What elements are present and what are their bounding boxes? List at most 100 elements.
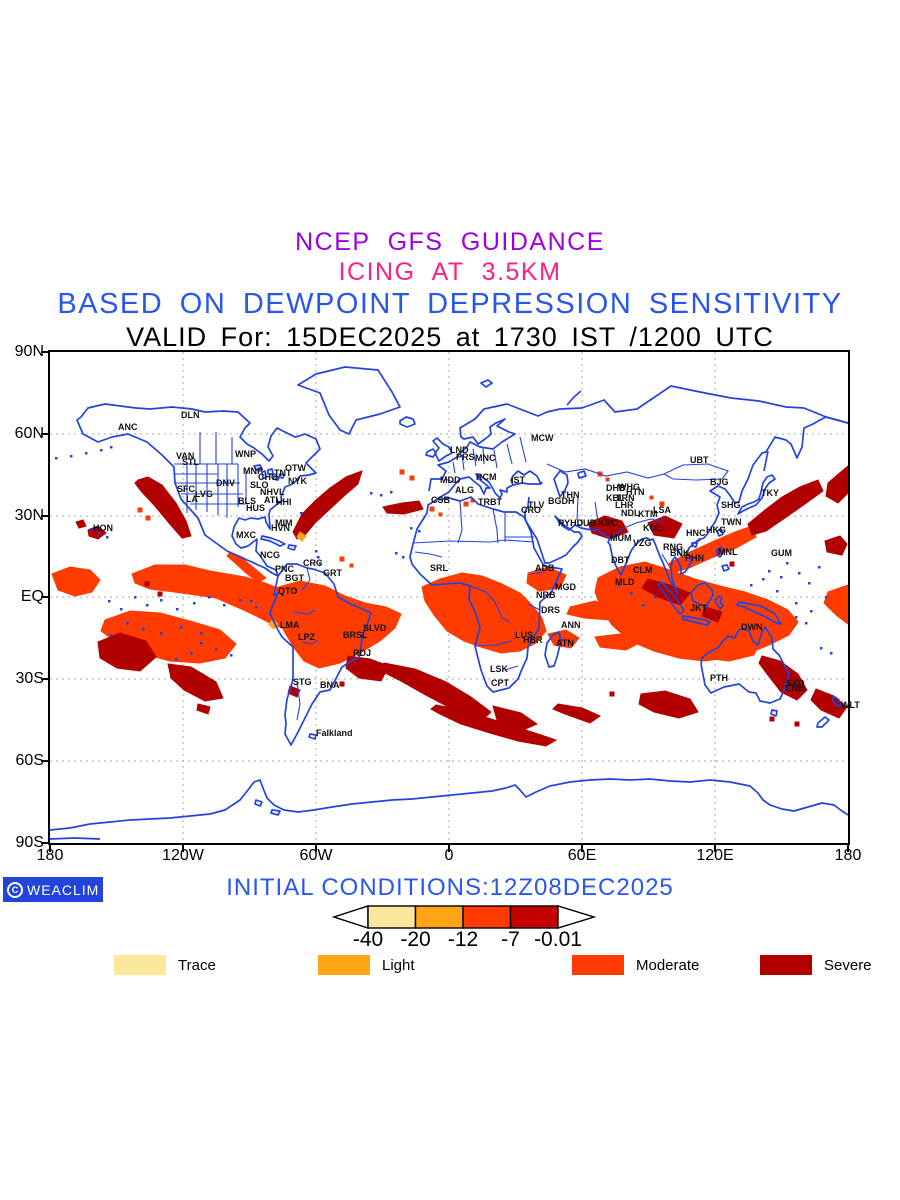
station-label: ATN <box>556 638 574 648</box>
station-label: THN <box>561 490 580 500</box>
station-label: PNC <box>275 564 295 574</box>
station-label: TNT <box>274 468 292 478</box>
station-label: NDL <box>621 508 640 518</box>
station-label: STG <box>293 677 312 687</box>
icing-light-regions <box>268 531 307 630</box>
station-label: BNK <box>670 548 690 558</box>
initial-conditions-text: INITIAL CONDITIONS:12Z08DEC2025 <box>226 874 674 901</box>
y-axis-label: 30S <box>15 670 44 687</box>
y-axis-tick <box>41 515 50 517</box>
title-method: BASED ON DEWPOINT DEPRESSION SENSITIVITY <box>57 288 843 320</box>
station-label: SRL <box>430 563 448 573</box>
station-label: RCM <box>476 472 497 482</box>
station-label: LUS <box>515 630 533 640</box>
station-label: DRS <box>541 605 561 615</box>
station-label: SYD <box>786 678 805 688</box>
x-axis-label: 180 <box>36 847 64 864</box>
station-label: TWN <box>721 517 742 527</box>
x-axis-label: 60W <box>299 847 333 864</box>
colorbar <box>331 904 598 935</box>
legend-swatch <box>114 955 166 975</box>
colorbar-left-arrow <box>331 905 369 929</box>
station-label: MGD <box>555 582 576 592</box>
station-label: WLT <box>841 700 860 710</box>
station-label: STL <box>182 457 199 467</box>
legend-label: Moderate <box>636 957 700 974</box>
y-axis-tick <box>41 760 50 762</box>
x-axis-label: 120E <box>696 847 734 864</box>
x-axis-tick <box>182 844 184 852</box>
station-label: JKT <box>690 603 708 613</box>
station-label: MNP <box>243 466 263 476</box>
station-label: LSA <box>653 505 671 515</box>
y-axis-tick <box>41 842 50 844</box>
title-product: ICING AT 3.5KM <box>338 258 562 286</box>
station-label: MCW <box>531 433 554 443</box>
station-label: TRN <box>616 493 635 503</box>
station-label: NYK <box>288 476 308 486</box>
station-label: NCG <box>260 550 280 560</box>
x-axis-tick <box>315 844 317 852</box>
y-axis-label: 90S <box>15 834 44 851</box>
y-axis-tick <box>41 596 50 598</box>
colorbar-cell <box>509 905 559 929</box>
station-label: KRC <box>598 518 618 528</box>
station-label: CLM <box>633 565 653 575</box>
station-label: DWN <box>741 622 763 632</box>
station-label: CNB <box>785 683 805 693</box>
legend-swatch <box>572 955 624 975</box>
station-label: BGT <box>285 573 304 583</box>
colorbar-value-label: -12 <box>447 928 479 951</box>
y-axis-label: 60S <box>15 752 44 769</box>
station-label: LND <box>450 445 469 455</box>
station-label: BGDH <box>548 496 575 506</box>
station-label: DHB <box>606 483 626 493</box>
station-label: SHG <box>721 500 741 510</box>
station-label: NRB <box>536 590 556 600</box>
station-label: HVN <box>271 523 291 533</box>
station-label: HUS <box>246 503 266 513</box>
station-label: DLN <box>181 410 200 420</box>
station-label: LMA <box>280 620 300 630</box>
x-axis-tick <box>847 844 849 852</box>
colorbar-cell <box>367 905 417 929</box>
station-label: HON <box>93 523 113 533</box>
legend-label: Trace <box>178 957 216 974</box>
station-label: RNG <box>663 542 683 552</box>
station-label: SLVD <box>363 623 387 633</box>
station-label: LPZ <box>298 632 315 642</box>
station-label: VAN <box>176 451 195 461</box>
colorbar-cell <box>462 905 512 929</box>
colorbar-value-label: -7 <box>501 928 520 951</box>
colorbar-value-label: -40 <box>352 928 384 951</box>
weaclim-logo: C WEACLIM <box>3 877 103 902</box>
station-label: ANC <box>118 422 138 432</box>
y-axis-tick <box>41 433 50 435</box>
station-label: LHR <box>615 500 634 510</box>
colorbar-svg <box>331 905 597 929</box>
country-borders <box>174 432 729 721</box>
x-axis-tick <box>448 844 450 852</box>
station-label: LSK <box>490 664 508 674</box>
station-label: SFC <box>177 484 195 494</box>
station-label: WNP <box>235 449 256 459</box>
copyright-circle-icon: C <box>7 881 23 898</box>
station-label: BJG <box>710 477 729 487</box>
station-label: KBL <box>606 493 625 503</box>
station-label: MUM <box>610 533 632 543</box>
station-label: KOL <box>643 523 662 533</box>
station-label: NHVL <box>260 487 285 497</box>
station-label: TLV <box>528 500 545 510</box>
station-label: MXC <box>236 530 256 540</box>
station-label: TRBT <box>478 497 502 507</box>
x-axis-label: 0 <box>444 847 454 864</box>
station-label: HBR <box>523 635 543 645</box>
logo-text: WEACLIM <box>27 881 100 898</box>
y-axis-label: 60N <box>14 425 44 442</box>
station-label: HTN <box>626 487 645 497</box>
station-label: ATL <box>264 495 281 505</box>
station-label: UBT <box>690 455 709 465</box>
station-label: MNL <box>718 547 738 557</box>
map-canvas <box>50 352 848 843</box>
